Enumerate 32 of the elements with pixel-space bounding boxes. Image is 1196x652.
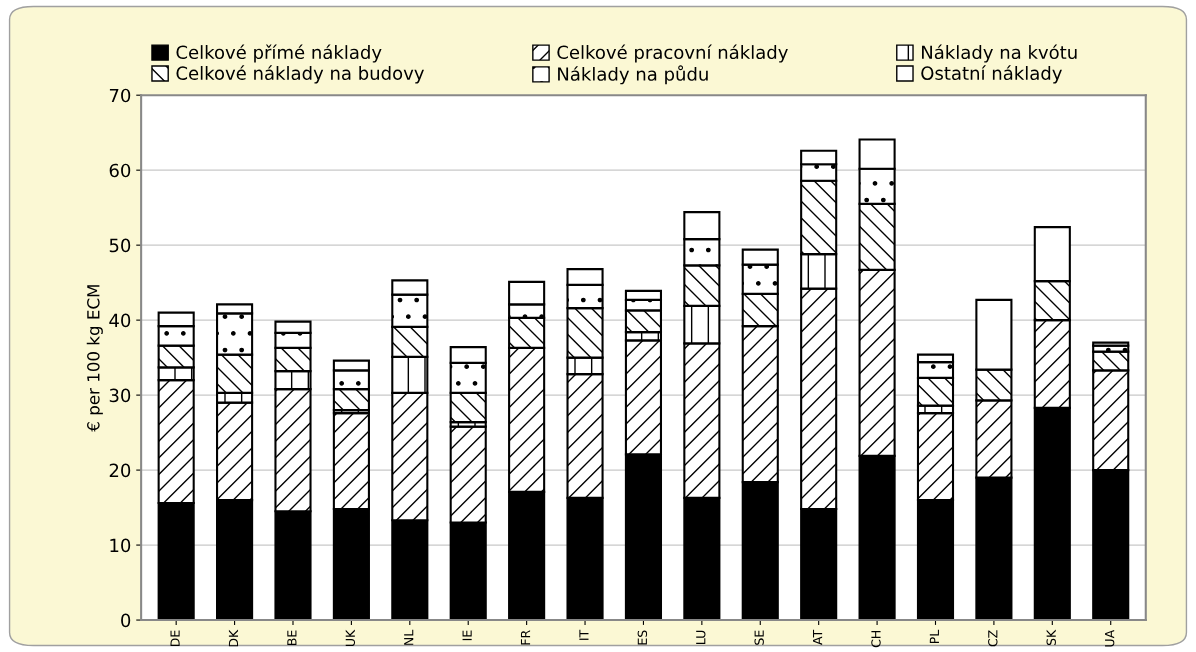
x-tick-label: DE — [170, 630, 180, 647]
legend-label: Celkové přímé náklady — [176, 44, 382, 63]
x-tick-label: LU — [696, 630, 706, 645]
legend-label: Náklady na půdu — [558, 65, 708, 85]
x-tick-label: SK — [1046, 629, 1056, 646]
x-tick-label: CH — [871, 631, 881, 648]
x-tick-label: UK — [345, 629, 356, 647]
y-tick-label: 30 — [109, 388, 131, 403]
y-tick-label: 50 — [109, 238, 131, 253]
y-tick-label: 10 — [110, 538, 131, 553]
x-tick-label: CZ — [988, 630, 998, 647]
y-tick-label: 20 — [109, 463, 131, 478]
x-tick-label: BE — [287, 630, 297, 646]
legend-label: Ostatní náklady — [921, 65, 1062, 84]
x-tick-label: AT — [813, 629, 823, 645]
x-tick-label: FR — [520, 630, 531, 645]
legend-label: Celkové pracovní náklady — [557, 44, 788, 63]
x-tick-label: PL — [929, 629, 939, 644]
legend-label: Náklady na kvótu — [922, 44, 1077, 63]
x-tick-label: UA — [1105, 629, 1115, 647]
x-tick-label: ES — [637, 630, 648, 645]
y-tick-label: 0 — [121, 613, 131, 628]
x-tick-label: IE — [462, 630, 472, 641]
x-tick-label: SE — [754, 630, 764, 645]
y-tick-label: 70 — [109, 88, 131, 103]
x-tick-label: DK — [228, 629, 239, 647]
x-tick-label: IT — [579, 629, 589, 640]
y-tick-label: 60 — [109, 163, 131, 178]
y-axis-title: € per 100 kg ECM — [86, 285, 103, 432]
y-tick-label: 40 — [109, 313, 131, 328]
x-tick-label: NL — [404, 629, 414, 645]
legend-label: Celkové náklady na budovy — [176, 65, 424, 84]
